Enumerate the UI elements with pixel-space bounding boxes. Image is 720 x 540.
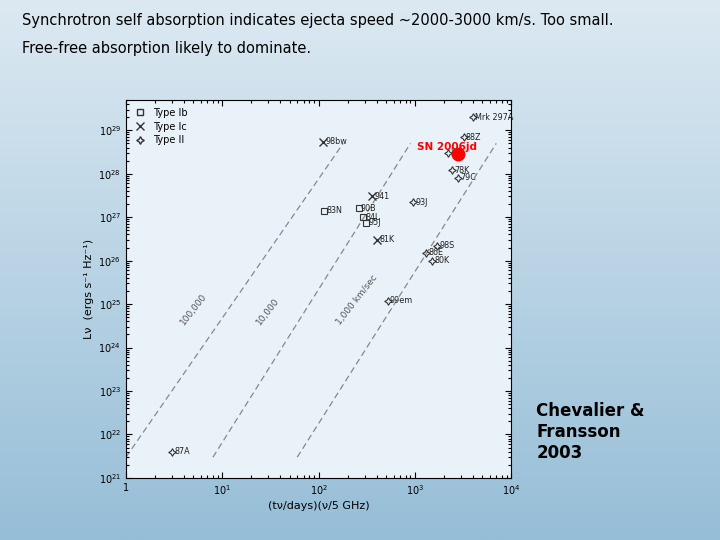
Text: 93J: 93J [415, 198, 428, 207]
Text: 83N: 83N [327, 206, 343, 215]
Text: 81K: 81K [379, 235, 394, 245]
Text: 79C: 79C [460, 173, 476, 183]
Text: 86E: 86E [428, 248, 444, 258]
Text: 100,000: 100,000 [179, 292, 208, 327]
Text: 84L: 84L [366, 213, 380, 222]
Text: 78K: 78K [454, 166, 469, 175]
X-axis label: (tν/days)(ν/5 GHz): (tν/days)(ν/5 GHz) [268, 501, 369, 511]
Text: 941: 941 [374, 192, 390, 201]
Text: Mrk 297A: Mrk 297A [475, 113, 513, 122]
Text: 98S: 98S [439, 241, 455, 250]
Text: 1,000 km/sec: 1,000 km/sec [335, 273, 379, 327]
Text: 88Z: 88Z [466, 132, 482, 141]
Text: 98bw: 98bw [325, 137, 347, 146]
Text: Free-free absorption likely to dominate.: Free-free absorption likely to dominate. [22, 40, 311, 56]
Y-axis label: Lν  (ergs s⁻¹ Hz⁻¹): Lν (ergs s⁻¹ Hz⁻¹) [84, 239, 94, 339]
Text: 80K: 80K [434, 256, 449, 265]
Text: 99em: 99em [390, 296, 413, 305]
Text: 87A: 87A [174, 447, 190, 456]
Text: Chevalier &
Fransson
2003: Chevalier & Fransson 2003 [536, 402, 645, 462]
Text: 86J: 86J [450, 148, 462, 158]
Text: 10,000: 10,000 [255, 296, 282, 327]
Legend: Type Ib, Type Ic, Type II: Type Ib, Type Ic, Type II [131, 105, 191, 148]
Text: 90B: 90B [361, 204, 377, 213]
Text: Synchrotron self absorption indicates ejecta speed ~2000-3000 km/s. Too small.: Synchrotron self absorption indicates ej… [22, 14, 613, 29]
Text: SN 2006jd: SN 2006jd [418, 141, 477, 152]
Text: 95J: 95J [369, 218, 381, 227]
